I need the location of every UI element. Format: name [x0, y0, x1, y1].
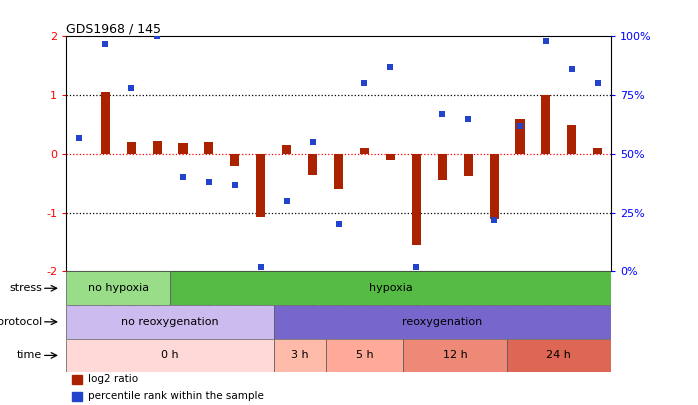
Bar — [230, 154, 239, 166]
Bar — [72, 375, 82, 384]
Bar — [489, 154, 498, 219]
Point — [514, 123, 526, 129]
Bar — [66, 339, 274, 372]
Bar — [179, 143, 188, 154]
Bar — [205, 142, 214, 154]
Bar — [463, 154, 473, 176]
Point — [333, 221, 344, 228]
Text: no hypoxia: no hypoxia — [87, 283, 149, 293]
Bar — [152, 141, 162, 154]
Text: GDS1968 / 145: GDS1968 / 145 — [66, 22, 161, 35]
Bar — [72, 392, 82, 401]
Text: 5 h: 5 h — [356, 350, 373, 360]
Bar — [126, 142, 135, 154]
Text: percentile rank within the sample: percentile rank within the sample — [88, 391, 264, 401]
Bar — [170, 271, 611, 305]
Bar — [567, 125, 577, 154]
Point — [229, 181, 240, 188]
Point — [359, 80, 370, 87]
Text: 0 h: 0 h — [161, 350, 179, 360]
Text: hypoxia: hypoxia — [369, 283, 413, 293]
Point — [74, 134, 85, 141]
Point — [592, 80, 603, 87]
Bar — [438, 154, 447, 180]
Point — [307, 139, 318, 145]
Bar — [412, 154, 421, 245]
Text: log2 ratio: log2 ratio — [88, 374, 138, 384]
Point — [385, 64, 396, 70]
Point — [203, 179, 214, 185]
Text: reoxygenation: reoxygenation — [402, 317, 482, 327]
Point — [540, 38, 551, 45]
Point — [281, 198, 292, 204]
Bar — [66, 305, 274, 339]
Bar — [256, 154, 265, 217]
Point — [151, 33, 163, 40]
Bar — [66, 271, 170, 305]
Bar — [360, 148, 369, 154]
Bar — [101, 92, 110, 154]
Bar — [593, 148, 602, 154]
Point — [177, 174, 188, 181]
Bar — [507, 339, 611, 372]
Text: 24 h: 24 h — [547, 350, 572, 360]
Point — [437, 111, 448, 117]
Bar — [403, 339, 507, 372]
Point — [410, 264, 422, 270]
Text: stress: stress — [9, 283, 42, 293]
Bar — [515, 119, 525, 154]
Point — [463, 115, 474, 122]
Bar — [325, 339, 403, 372]
Text: 12 h: 12 h — [443, 350, 468, 360]
Point — [489, 217, 500, 223]
Text: no reoxygenation: no reoxygenation — [121, 317, 219, 327]
Bar — [542, 95, 551, 154]
Text: time: time — [17, 350, 42, 360]
Text: 3 h: 3 h — [291, 350, 309, 360]
Point — [100, 40, 111, 47]
Bar — [386, 154, 395, 160]
Text: protocol: protocol — [0, 317, 42, 327]
Bar — [282, 145, 291, 154]
Bar — [334, 154, 343, 189]
Point — [566, 66, 577, 72]
Bar — [274, 339, 325, 372]
Bar — [308, 154, 317, 175]
Point — [255, 264, 267, 270]
Bar — [274, 305, 611, 339]
Point — [126, 85, 137, 92]
